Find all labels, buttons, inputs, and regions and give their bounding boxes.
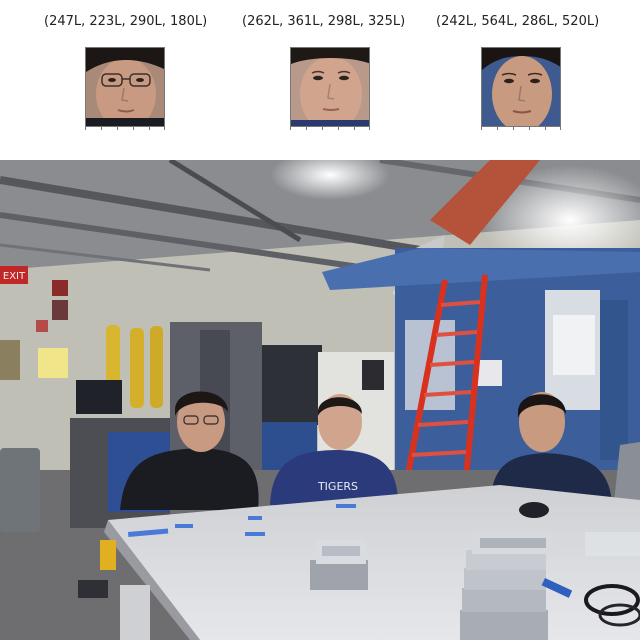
cable-coil	[584, 584, 640, 616]
face-3-axis-ticks	[481, 127, 561, 131]
person-left	[120, 391, 259, 510]
face-2-axis-ticks	[290, 127, 370, 131]
face-1-axis-ticks	[85, 127, 165, 131]
wall-poster	[38, 348, 68, 378]
red-ladder	[402, 274, 488, 491]
sweatshirt-print: TIGERS	[317, 480, 358, 493]
window-glare	[480, 165, 640, 275]
face-1-crop	[85, 47, 165, 127]
overhead-crane	[430, 160, 540, 245]
workshop-photo: EXIT	[0, 160, 640, 640]
face-2-crop	[290, 47, 370, 127]
face-3-caption: (242L, 564L, 286L, 520L)	[436, 14, 600, 29]
trash-can	[0, 448, 40, 532]
monitor	[76, 380, 122, 414]
face-3-crop	[481, 47, 561, 127]
exit-sign	[0, 266, 28, 284]
mouse	[519, 502, 549, 518]
exit-sign-text: EXIT	[3, 271, 26, 282]
metal-part-small	[310, 540, 368, 590]
face-1-caption: (247L, 223L, 290L, 180L)	[44, 14, 208, 29]
ceiling-light	[270, 160, 390, 200]
clamp	[100, 540, 116, 570]
metal-block-stack	[460, 532, 554, 640]
face-crops-panel: (247L, 223L, 290L, 180L) (262L, 361L, 29…	[0, 0, 640, 160]
ceiling-beam	[0, 176, 421, 254]
person-center: TIGERS	[270, 394, 398, 505]
face-2-caption: (262L, 361L, 298L, 325L)	[242, 14, 406, 29]
